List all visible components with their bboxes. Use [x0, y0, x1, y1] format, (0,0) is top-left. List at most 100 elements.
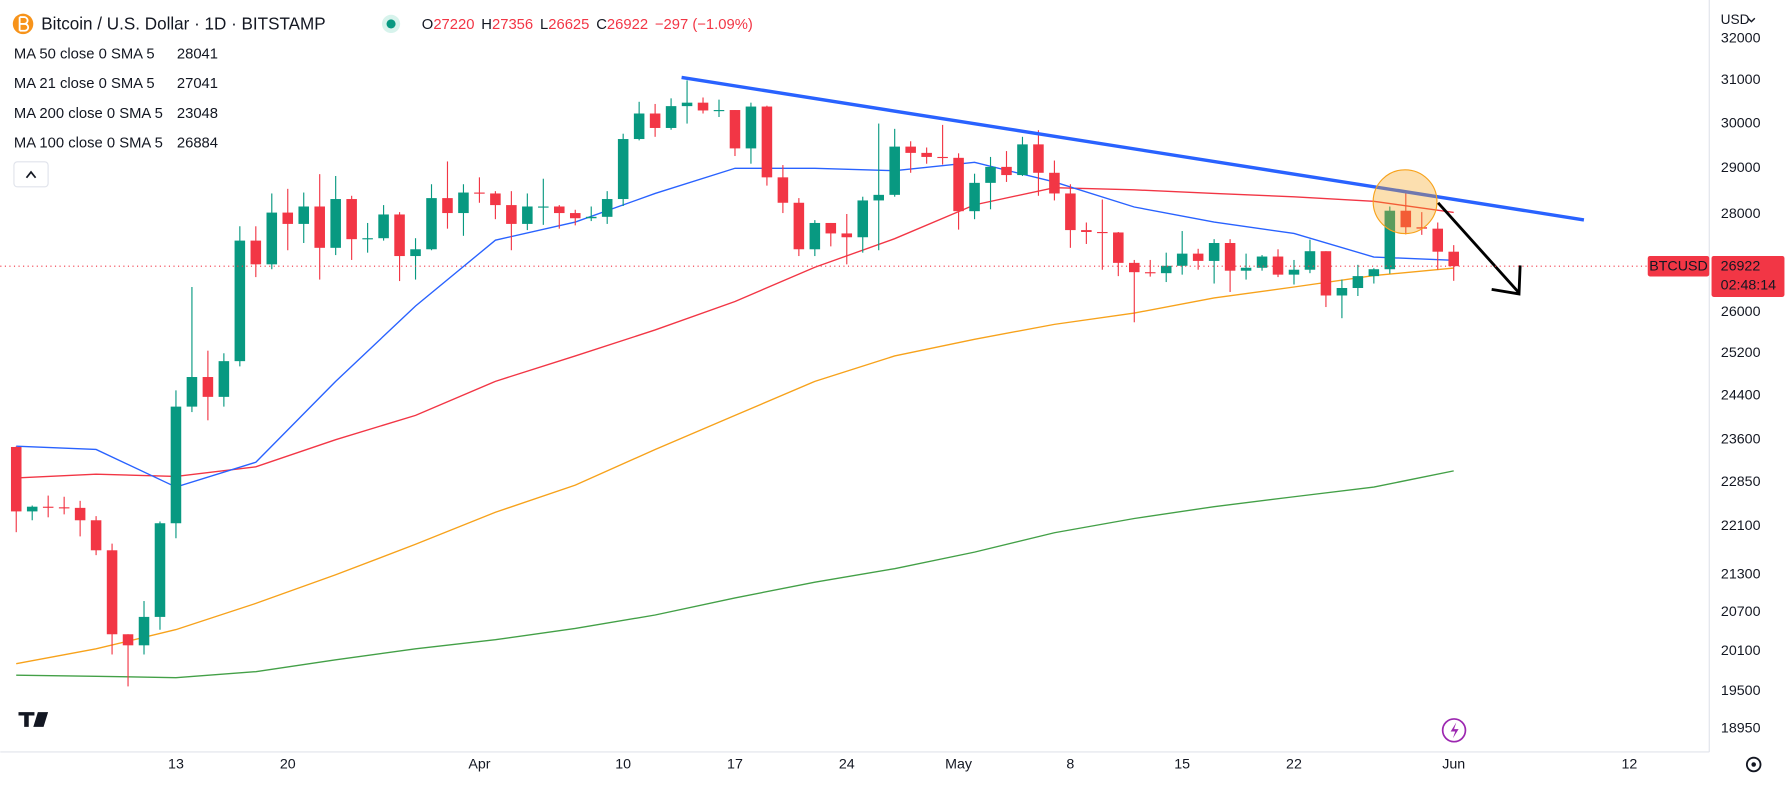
candle-body [58, 507, 70, 509]
ma-line [16, 186, 1454, 479]
candle-body [1320, 251, 1332, 296]
candle-body [681, 102, 693, 107]
arrow[interactable] [1437, 201, 1521, 294]
candle-body [1176, 253, 1188, 266]
y-tick-label: 22850 [1721, 474, 1761, 490]
x-tick-label: 13 [168, 756, 184, 772]
candle-body [921, 152, 932, 157]
candle-body [298, 206, 310, 224]
candle-body [1368, 269, 1380, 277]
candle-body [665, 106, 677, 128]
candle-body [314, 206, 325, 248]
legend-value: 27041 [177, 76, 218, 92]
x-tick-label: 15 [1174, 756, 1190, 772]
symbol-label: BTCUSD [1649, 259, 1708, 275]
logo[interactable] [18, 712, 49, 727]
candle-body [889, 146, 900, 195]
symbol-icon-glyph [18, 16, 30, 32]
x-tick-label: 17 [727, 756, 743, 772]
legend-value: 23048 [177, 106, 218, 122]
ma-line [16, 470, 1454, 679]
candle-body [106, 550, 118, 635]
events-icon[interactable] [1441, 718, 1467, 743]
legend-name: MA 21 close 0 SMA 5 [14, 76, 155, 92]
candle-body [601, 199, 613, 217]
candle-body [426, 198, 437, 250]
candle-body [474, 192, 485, 194]
candle-body [1224, 243, 1236, 271]
legend-value: 28041 [177, 47, 218, 63]
candle-body [1081, 230, 1092, 232]
candle-body [1256, 256, 1268, 268]
legend-collapse[interactable] [13, 161, 49, 188]
legend-value: 26884 [177, 135, 218, 151]
ohlc-value: 26625 [548, 17, 589, 33]
x-tick-label: Jun [1442, 756, 1465, 772]
y-tick-label: 18950 [1721, 721, 1761, 737]
candles [10, 80, 1459, 687]
candle-body [713, 110, 725, 112]
candle-body [282, 212, 294, 224]
x-tick-label: Apr [468, 756, 490, 772]
candle-body [729, 110, 741, 149]
y-tick-label: 24400 [1721, 388, 1761, 404]
candle-body [458, 192, 469, 214]
candle-body [697, 102, 709, 111]
candle-body [1240, 267, 1252, 271]
highlight-circle[interactable] [1372, 169, 1438, 235]
y-tick-label: 21300 [1721, 567, 1761, 583]
candle-body [330, 199, 341, 248]
candle-body [522, 206, 533, 224]
candle-body [1017, 144, 1028, 176]
candle-body [633, 113, 645, 140]
y-tick-label: 23600 [1721, 431, 1761, 447]
countdown: 02:48:14 [1721, 277, 1776, 293]
candle-body [1144, 272, 1156, 274]
candle-body [506, 205, 517, 224]
candle-body [1097, 231, 1108, 234]
trend-line[interactable] [681, 75, 1585, 222]
ohlc-label: H [481, 17, 492, 33]
candle-body [378, 214, 389, 239]
candle-body [1049, 172, 1060, 194]
y-tick-label: 26000 [1721, 304, 1761, 320]
candle-body [1400, 210, 1412, 228]
candle-body [490, 193, 501, 206]
candle-body [266, 212, 278, 265]
y-tick-label: 19500 [1721, 683, 1761, 699]
candle-body [250, 240, 262, 265]
candle-body [42, 506, 54, 508]
candle-body [362, 238, 373, 240]
legend-name: MA 200 close 0 SMA 5 [14, 106, 163, 122]
candle-body [554, 206, 565, 214]
events-icon-glyph [1450, 722, 1459, 739]
ohlc-label: L [540, 17, 548, 33]
candle-body [793, 202, 805, 250]
candle-body [538, 206, 549, 208]
candle-body [857, 200, 869, 238]
candle-body [1432, 228, 1444, 252]
candle-body [1416, 227, 1428, 229]
y-tick-label: 22100 [1721, 518, 1761, 534]
candle-body [442, 198, 453, 214]
candle-body [218, 361, 230, 397]
y-tick-label: 28000 [1721, 206, 1761, 222]
settings-icon[interactable] [1745, 756, 1762, 773]
ohlc-change: −297 (−1.09%) [655, 17, 753, 33]
y-tick-label: 32000 [1721, 30, 1761, 46]
candle-body [953, 157, 964, 212]
candle-body [969, 182, 980, 212]
x-tick-label: 22 [1286, 756, 1302, 772]
currency[interactable]: USD [1721, 12, 1750, 27]
candle-body [346, 199, 357, 240]
candle-body [937, 156, 948, 159]
ma-lines [16, 161, 1454, 679]
candle-body [585, 216, 597, 219]
y-tick-label: 20700 [1721, 604, 1761, 620]
x-tick-label: 10 [615, 756, 631, 772]
candle-body [1272, 256, 1284, 275]
legend-name: MA 50 close 0 SMA 5 [14, 47, 155, 63]
